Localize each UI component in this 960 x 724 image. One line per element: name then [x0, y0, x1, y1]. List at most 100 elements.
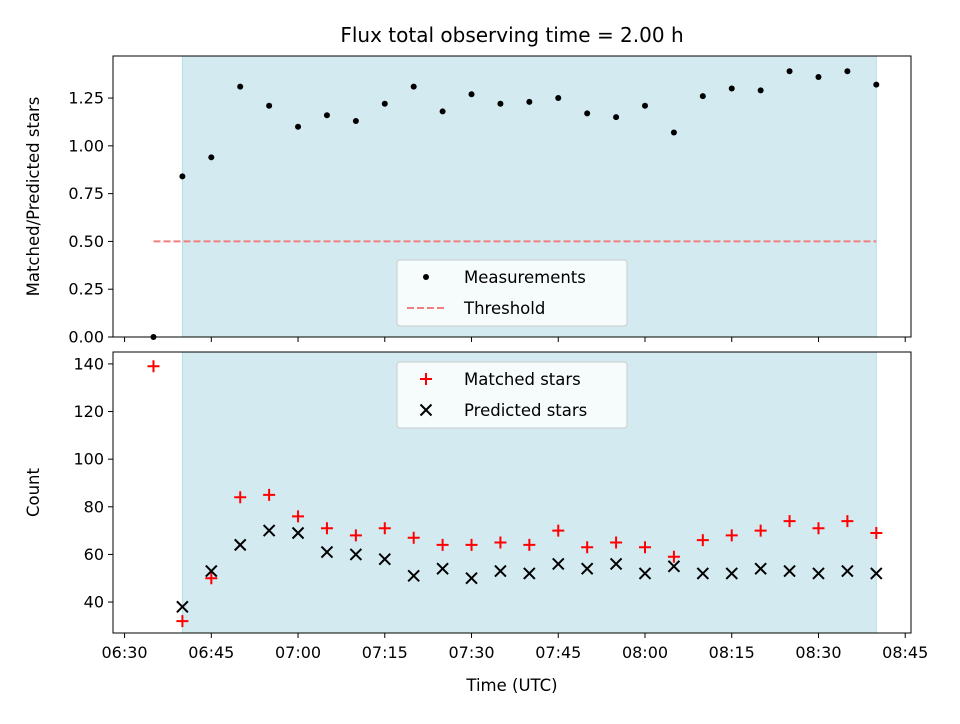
- legend-label: Threshold: [463, 299, 545, 318]
- y-tick-label: 100: [73, 450, 104, 469]
- measurement-point: [237, 83, 244, 90]
- predicted-point: [667, 560, 681, 573]
- measurement-point: [584, 110, 591, 117]
- panel-bottom: 40 60 80 100 120 140 06:30 06:45 07:00 07:15 07:30…: [24, 351, 928, 662]
- matched-point: [667, 550, 680, 563]
- y-tick-label: 0.50: [68, 232, 104, 251]
- predicted-point: [552, 557, 565, 571]
- x-tick-label: 08:15: [709, 643, 755, 662]
- predicted-point: [494, 564, 507, 578]
- measurement-point: [873, 81, 880, 88]
- matched-point: [407, 531, 420, 544]
- y-tick-label: 1.00: [68, 136, 104, 155]
- y-axis-label: Matched/Predicted stars: [24, 97, 43, 297]
- y-tick-label: 0.00: [68, 328, 104, 347]
- matched-point: [639, 541, 651, 554]
- y-tick-label: 1.25: [68, 89, 104, 108]
- x-tick-label: 07:45: [535, 643, 581, 662]
- measurement-point: [352, 117, 359, 124]
- predicted-point: [176, 600, 189, 614]
- measurement-point: [439, 108, 446, 115]
- predicted-point: [234, 538, 247, 552]
- predicted-point: [696, 567, 710, 580]
- predicted-point: [262, 524, 276, 537]
- matched-point: [234, 491, 247, 504]
- measurement-point: [699, 93, 706, 100]
- matched-point: [292, 510, 305, 523]
- matched-point: [870, 526, 883, 539]
- legend-label: Measurements: [464, 268, 586, 287]
- matched-point: [841, 515, 854, 528]
- predicted-point: [407, 569, 420, 583]
- x-axis-label: Time (UTC): [465, 676, 557, 695]
- y-tick-label: 140: [73, 354, 104, 373]
- legend-label: Matched stars: [464, 370, 581, 389]
- y-tick-label: 0.75: [68, 184, 104, 203]
- measurement-point: [815, 74, 822, 81]
- y-tick-label: 120: [73, 402, 104, 421]
- y-axis-label: Count: [24, 467, 43, 517]
- matched-point: [465, 538, 478, 551]
- legend: Measurements Threshold: [396, 259, 628, 327]
- measurement-point: [410, 83, 417, 90]
- matched-point: [725, 529, 738, 542]
- matched-point: [552, 524, 565, 537]
- measurement-point: [526, 98, 533, 105]
- matched-point: [754, 524, 767, 537]
- measurement-point: [266, 102, 273, 109]
- x-tick-label: 08:00: [622, 643, 668, 662]
- predicted-point: [609, 557, 623, 571]
- matched-point: [610, 536, 623, 549]
- axes-frame: [112, 55, 912, 338]
- predicted-point: [205, 564, 218, 578]
- measurement-point: [757, 87, 764, 94]
- matched-point: [349, 529, 362, 542]
- matched-point: [263, 488, 276, 501]
- y-tick-label: 40: [84, 593, 104, 612]
- predicted-point: [378, 552, 391, 566]
- legend-marker: [420, 373, 432, 385]
- measurement-point: [642, 102, 648, 109]
- matched-point: [783, 515, 796, 528]
- x-tick-label: 08:30: [795, 643, 841, 662]
- matched-point: [205, 572, 218, 585]
- legend-marker: [419, 403, 433, 417]
- x-tick-label: 06:45: [188, 643, 234, 662]
- matched-point: [378, 522, 391, 535]
- x-tick-label: 08:45: [882, 643, 928, 662]
- measurement-point: [150, 334, 157, 340]
- predicted-point: [291, 526, 305, 540]
- axes-frame: [112, 351, 912, 634]
- measurement-point: [786, 68, 793, 75]
- measurement-point: [555, 95, 562, 102]
- predicted-point: [465, 572, 478, 585]
- predicted-point: [783, 564, 796, 578]
- measurement-point: [844, 68, 851, 75]
- predicted-point: [436, 562, 449, 575]
- predicted-point: [320, 545, 334, 559]
- y-tick-label: 80: [84, 497, 104, 516]
- measurement-point: [208, 154, 215, 161]
- predicted-point: [523, 567, 536, 580]
- measurement-point: [381, 100, 388, 107]
- legend-box: [396, 361, 628, 429]
- matched-point: [523, 538, 536, 551]
- panel-top: 0.00 0.25 0.50 0.75 1.00 1.25 Matched/Predicte…: [24, 55, 912, 347]
- measurement-point: [497, 100, 504, 107]
- predicted-point: [754, 562, 767, 575]
- y-tick-label: 60: [84, 545, 104, 564]
- predicted-point: [841, 564, 854, 578]
- x-tick-label: 07:30: [448, 643, 494, 662]
- matched-point: [812, 522, 825, 535]
- predicted-point: [638, 567, 652, 580]
- measurement-point: [323, 112, 330, 119]
- chart-title: Flux total observing time = 2.00 h: [340, 23, 683, 47]
- legend-marker: [423, 274, 429, 280]
- predicted-point: [812, 567, 825, 580]
- legend-box: [396, 259, 628, 327]
- matched-point: [147, 360, 160, 373]
- measurement-point: [613, 114, 620, 121]
- measurement-point: [728, 85, 735, 92]
